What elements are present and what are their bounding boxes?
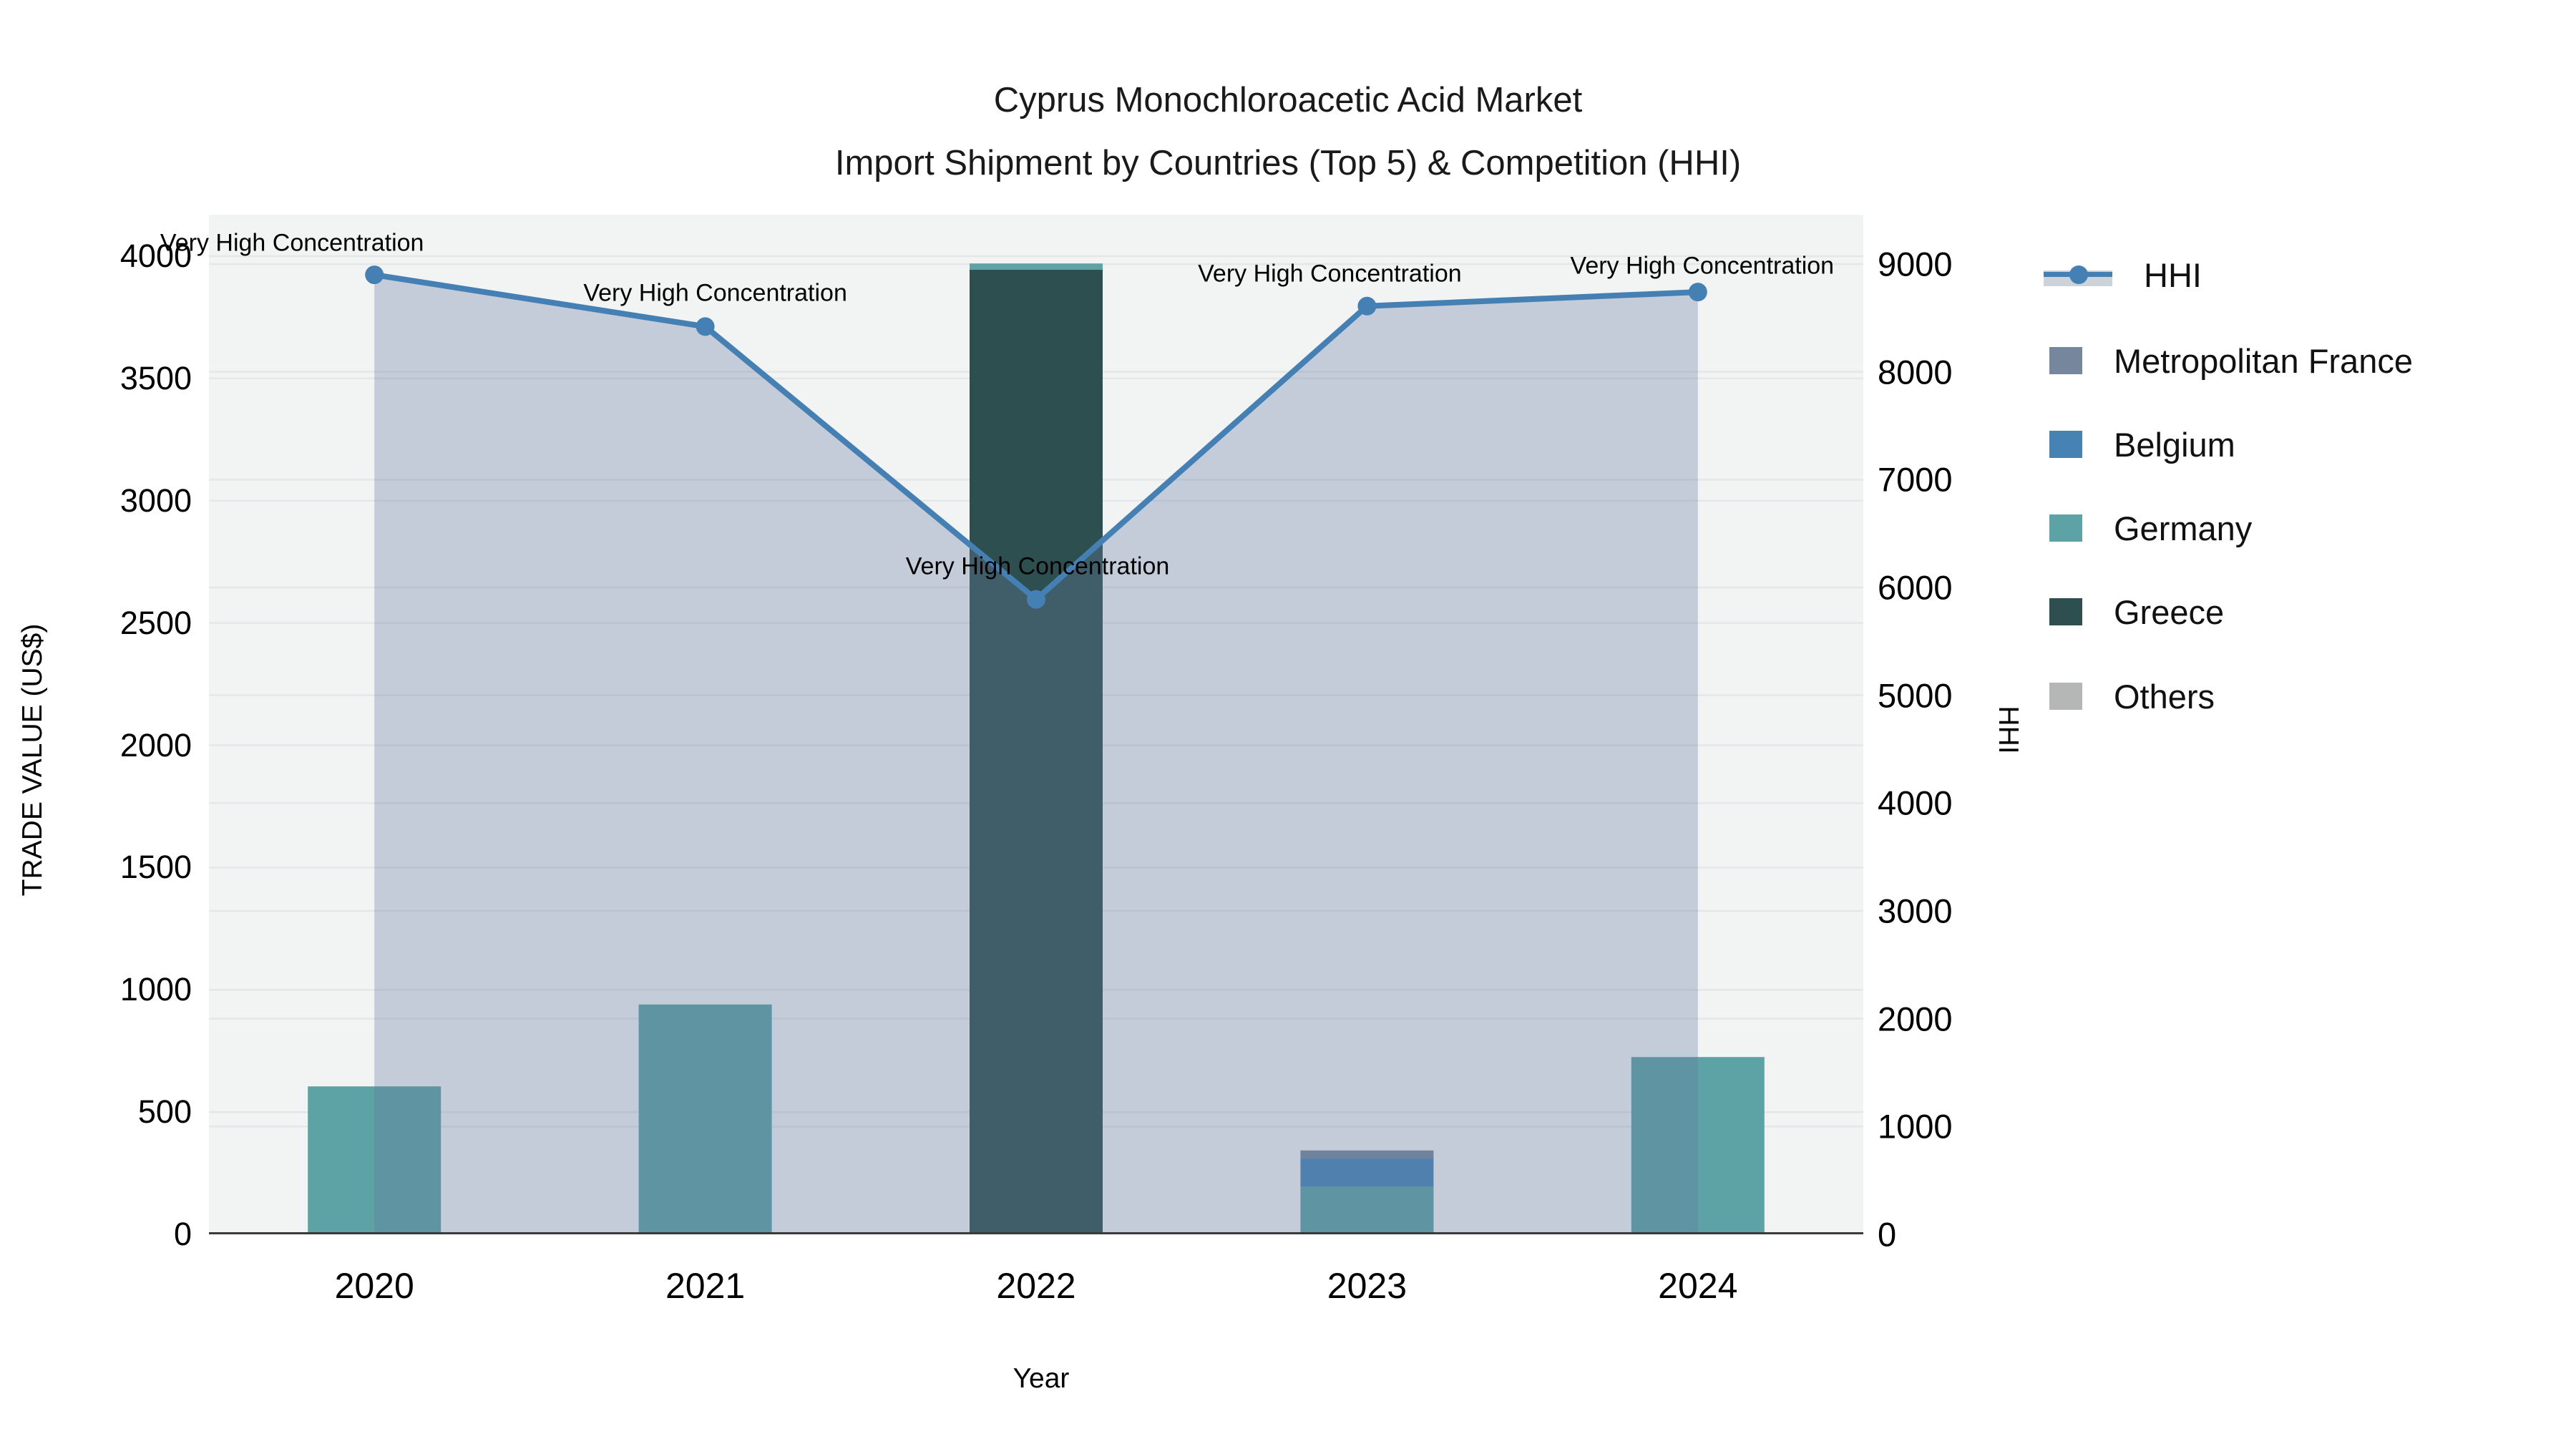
x-tick-label: 2021 [665, 1266, 746, 1306]
annotation-2022: Very High Concentration [905, 552, 1170, 580]
legend-item-label: Germany [2114, 509, 2253, 547]
right-tick-label: 4000 [1878, 784, 1953, 822]
plot-area [209, 215, 1863, 1234]
left-tick-label: 500 [137, 1093, 192, 1131]
hhi-legend-icon [2044, 260, 2112, 289]
hhi-marker [1027, 590, 1045, 609]
x-tick-label: 2024 [1658, 1266, 1738, 1306]
x-tick-label: 2020 [334, 1266, 414, 1306]
x-tick-label: 2023 [1327, 1266, 1407, 1306]
annotation-2020: Very High Concentration [160, 229, 424, 257]
right-tick-label: 6000 [1878, 568, 1953, 607]
annotation-2023: Very High Concentration [1198, 260, 1462, 288]
legend-item-label: HHI [2144, 255, 2202, 294]
right-tick-label: 3000 [1878, 892, 1953, 930]
left-tick-label: 3500 [119, 359, 192, 396]
legend-item-others: Others [2044, 675, 2215, 718]
plot-canvas [209, 255, 1863, 1234]
left-tick-label: 4000 [119, 238, 192, 274]
bar-segment-germany [970, 263, 1103, 270]
bar-segment-germany [638, 1004, 772, 1234]
right-axis-title: HHI [1993, 706, 2024, 754]
x-axis-title: Year [1013, 1363, 1070, 1394]
hhi-marker [1357, 296, 1377, 316]
legend-item-label: Belgium [2114, 425, 2235, 464]
legend-item-label: Metropolitan France [2114, 341, 2413, 380]
right-tick-label: 9000 [1878, 245, 1953, 283]
legend-item-greece: Greece [2044, 590, 2224, 633]
bar-segment-metropolitan-france [1300, 1150, 1434, 1159]
x-tick-label: 2022 [996, 1266, 1076, 1306]
left-axis-title: TRADE VALUE (US$) [17, 623, 48, 897]
annotation-2024: Very High Concentration [1570, 252, 1835, 280]
legend-item-metropolitan-france: Metropolitan France [2044, 339, 2413, 382]
legend-item-label: Others [2114, 677, 2215, 716]
left-tick-label: 2000 [119, 726, 192, 763]
bar-segment-belgium [1300, 1158, 1434, 1187]
annotation-2021: Very High Concentration [583, 279, 847, 307]
left-tick-label: 2500 [119, 604, 192, 641]
bar-segment-greece [970, 269, 1103, 1234]
hhi-marker [696, 317, 715, 336]
hhi-area-fill [374, 275, 1698, 1234]
right-tick-label: 8000 [1878, 353, 1953, 391]
hhi-marker [365, 265, 384, 285]
right-tick-label: 0 [1878, 1215, 1897, 1254]
chart-title: Cyprus Monochloroacetic Acid Market Impo… [0, 69, 2576, 195]
legend-item-label: Greece [2114, 592, 2225, 631]
legend-swatch-icon [2049, 514, 2082, 542]
chart-title-line1: Cyprus Monochloroacetic Acid Market [993, 81, 1583, 119]
legend-swatch-icon [2049, 347, 2082, 374]
left-tick-label: 1500 [119, 849, 192, 886]
hhi-marker [1688, 283, 1707, 302]
left-tick-label: 1000 [119, 971, 192, 1008]
right-tick-label: 2000 [1878, 1000, 1953, 1038]
legend-item-germany: Germany [2044, 507, 2252, 550]
left-tick-label: 3000 [119, 482, 192, 519]
legend-item-belgium: Belgium [2044, 423, 2235, 466]
bar-segment-germany [1631, 1057, 1765, 1234]
bar-segment-germany [1300, 1186, 1434, 1234]
right-tick-label: 5000 [1878, 676, 1953, 715]
chart-title-line2: Import Shipment by Countries (Top 5) & C… [834, 144, 1742, 182]
legend-swatch-icon [2049, 431, 2082, 458]
bar-segment-germany [308, 1086, 441, 1234]
right-tick-label: 1000 [1878, 1107, 1953, 1146]
right-tick-label: 7000 [1878, 460, 1953, 499]
legend-swatch-icon [2049, 683, 2082, 710]
left-tick-label: 0 [173, 1216, 192, 1252]
legend-item-hhi: HHI [2044, 253, 2202, 296]
legend-swatch-icon [2049, 598, 2082, 625]
